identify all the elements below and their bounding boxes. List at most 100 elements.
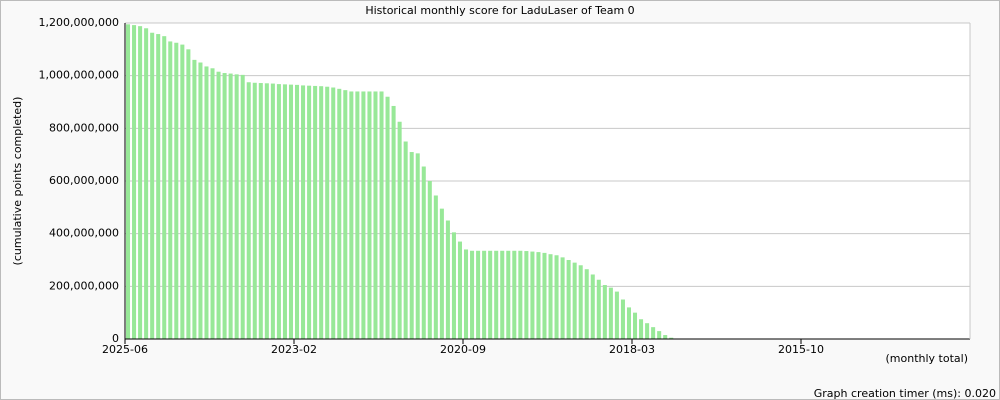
bar xyxy=(476,250,481,339)
bar xyxy=(385,96,390,339)
y-tick-label: 400,000,000 xyxy=(49,227,119,240)
bar xyxy=(409,152,414,339)
bar xyxy=(578,265,583,339)
bar xyxy=(596,279,601,339)
bar xyxy=(415,153,420,339)
bar xyxy=(500,250,505,339)
bar xyxy=(144,28,149,340)
bar xyxy=(488,250,493,339)
bar xyxy=(560,257,565,339)
bar xyxy=(216,71,221,339)
chart-title: Historical monthly score for LaduLaser o… xyxy=(365,4,634,17)
bar xyxy=(246,82,251,339)
bar xyxy=(319,86,324,339)
bar xyxy=(530,251,535,339)
bar xyxy=(524,251,529,339)
x-tick-label: 2018-03 xyxy=(609,343,655,356)
bar xyxy=(421,166,426,339)
bar xyxy=(639,319,644,339)
x-axis-label: (monthly total) xyxy=(886,352,969,365)
x-tick-label: 2015-10 xyxy=(778,343,824,356)
bar xyxy=(288,84,293,340)
bar xyxy=(270,83,275,339)
bar xyxy=(295,84,300,339)
bar xyxy=(433,195,438,339)
bar xyxy=(379,91,384,339)
bar xyxy=(482,250,487,339)
bar xyxy=(282,84,287,340)
bar xyxy=(506,250,511,339)
bar xyxy=(391,105,396,339)
bar xyxy=(150,32,155,339)
bar xyxy=(427,181,432,339)
bar xyxy=(162,36,167,340)
bar xyxy=(518,250,523,339)
bar xyxy=(614,291,619,339)
bar xyxy=(397,121,402,339)
bar xyxy=(192,59,197,339)
bar xyxy=(264,83,269,339)
y-tick-label: 800,000,000 xyxy=(49,121,119,134)
bar xyxy=(313,85,318,339)
x-tick-label: 2023-02 xyxy=(271,343,317,356)
bar xyxy=(542,252,547,339)
bar xyxy=(548,254,553,339)
bar xyxy=(337,88,342,339)
bar xyxy=(361,91,366,339)
y-tick-label: 600,000,000 xyxy=(49,174,119,187)
bar xyxy=(252,82,257,339)
bar xyxy=(645,323,650,339)
bar xyxy=(222,73,227,340)
y-tick-label: 200,000,000 xyxy=(49,279,119,292)
bar xyxy=(301,85,306,339)
bar xyxy=(494,250,499,339)
bar xyxy=(156,34,161,340)
bar xyxy=(331,87,336,340)
bar xyxy=(198,62,203,339)
y-tick-label: 1,000,000,000 xyxy=(39,69,119,82)
bar xyxy=(349,91,354,339)
bar xyxy=(464,249,469,339)
bar xyxy=(470,250,475,339)
x-tick-label: 2020-09 xyxy=(440,343,486,356)
footer: Graph creation timer (ms): 0.020 xyxy=(814,387,996,400)
bar xyxy=(210,68,215,339)
bar xyxy=(373,91,378,339)
bar xyxy=(355,91,360,339)
bar xyxy=(554,255,559,339)
bar xyxy=(258,83,263,339)
y-tick-label: 0 xyxy=(112,332,119,345)
bar xyxy=(602,285,607,339)
bar xyxy=(584,269,589,339)
bar xyxy=(445,220,450,339)
bar xyxy=(234,74,239,339)
y-axis-label: (cumulative points completed) xyxy=(11,97,24,266)
y-tick-label: 1,200,000,000 xyxy=(39,16,119,29)
bar xyxy=(566,260,571,339)
bar xyxy=(343,90,348,340)
bar xyxy=(439,208,444,339)
bar xyxy=(572,262,577,339)
bar xyxy=(626,307,631,339)
bar xyxy=(228,73,233,339)
bar xyxy=(663,335,668,339)
bar xyxy=(240,74,245,340)
bar xyxy=(204,66,209,339)
bar xyxy=(138,26,143,339)
bar xyxy=(651,327,656,339)
bar xyxy=(620,299,625,339)
bar xyxy=(180,44,185,340)
bar xyxy=(657,331,662,339)
bar xyxy=(669,337,674,339)
bar xyxy=(608,287,613,339)
bar xyxy=(367,91,372,339)
bar xyxy=(451,232,456,339)
bar xyxy=(276,84,281,340)
bar xyxy=(536,252,541,339)
bar xyxy=(403,141,408,339)
bar xyxy=(307,85,312,339)
bar xyxy=(168,41,173,339)
bar xyxy=(325,86,330,339)
bar xyxy=(186,49,191,339)
